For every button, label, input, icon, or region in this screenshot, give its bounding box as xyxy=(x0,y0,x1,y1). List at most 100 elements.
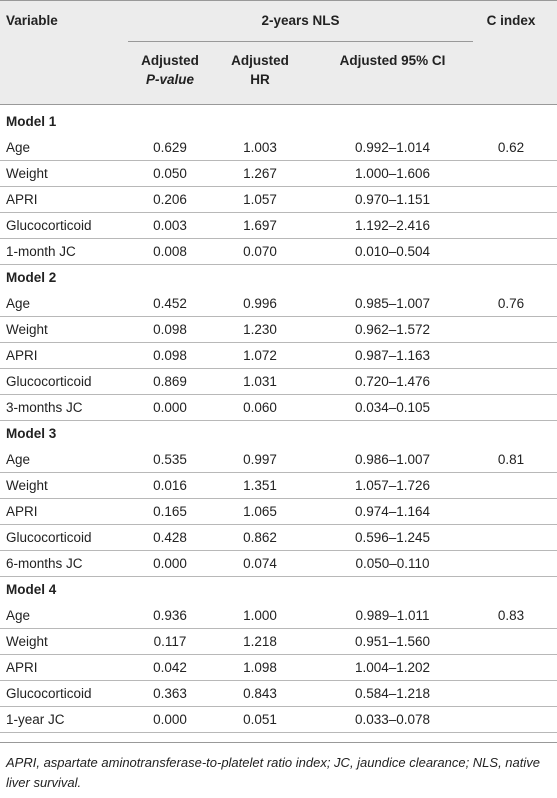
row-rule xyxy=(0,680,557,681)
cell-c-index: 0.62 xyxy=(497,140,525,155)
model-label: Model 2 xyxy=(6,270,57,285)
cell-ci: 0.050–0.110 xyxy=(355,556,430,571)
cell-variable: Age xyxy=(6,608,31,623)
cell-hr: 1.072 xyxy=(243,348,277,363)
cell-variable: APRI xyxy=(6,504,38,519)
row-rule xyxy=(0,420,557,421)
cell-p-value: 0.000 xyxy=(153,556,187,571)
cell-p-value: 0.016 xyxy=(153,478,187,493)
row-rule xyxy=(0,212,557,213)
row-rule xyxy=(0,550,557,551)
cell-p-value: 0.363 xyxy=(153,686,187,701)
row-rule xyxy=(0,342,557,343)
top-rule xyxy=(0,0,557,1)
cell-hr: 0.070 xyxy=(243,244,277,259)
bottom-rule xyxy=(0,742,557,743)
cell-p-value: 0.428 xyxy=(153,530,187,545)
row-rule xyxy=(0,394,557,395)
header-nls-group: 2-years NLS xyxy=(261,13,340,28)
cell-hr: 1.065 xyxy=(243,504,277,519)
cell-variable: APRI xyxy=(6,660,38,675)
cell-ci: 0.584–1.218 xyxy=(354,686,431,701)
cell-variable: Weight xyxy=(6,322,48,337)
header-c-index: C index xyxy=(486,13,536,28)
model-label: Model 3 xyxy=(6,426,57,441)
header-hr-line1: Adjusted xyxy=(231,53,289,68)
row-rule xyxy=(0,316,557,317)
cell-hr: 0.074 xyxy=(243,556,277,571)
row-rule xyxy=(0,186,557,187)
cell-hr: 1.098 xyxy=(243,660,277,675)
cell-p-value: 0.098 xyxy=(153,322,187,337)
cell-ci: 0.033–0.078 xyxy=(354,712,431,727)
footnote: APRI, aspartate aminotransferase-to-plat… xyxy=(6,755,540,790)
cell-hr: 0.843 xyxy=(243,686,277,701)
cell-variable: Weight xyxy=(6,634,48,649)
row-rule xyxy=(0,576,557,577)
cell-variable: Age xyxy=(6,452,31,467)
cell-ci: 0.010–0.504 xyxy=(354,244,431,259)
cell-variable: Glucocorticoid xyxy=(6,530,92,545)
cell-variable: Age xyxy=(6,140,31,155)
cell-p-value: 0.452 xyxy=(153,296,187,311)
cell-variable: Weight xyxy=(6,478,48,493)
row-rule xyxy=(0,498,557,499)
cell-variable: 6-months JC xyxy=(6,556,83,571)
cell-p-value: 0.869 xyxy=(153,374,187,389)
cell-ci: 1.192–2.416 xyxy=(354,218,431,233)
cell-hr: 1.267 xyxy=(243,166,277,181)
cell-p-value: 0.008 xyxy=(153,244,187,259)
cell-hr: 1.218 xyxy=(243,634,277,649)
header-hr-line2: HR xyxy=(250,72,270,87)
header-ci: Adjusted 95% CI xyxy=(339,53,446,68)
cell-ci: 0.962–1.572 xyxy=(354,322,431,337)
cell-ci: 0.720–1.476 xyxy=(354,374,431,389)
model-label: Model 4 xyxy=(6,582,57,597)
row-rule xyxy=(0,628,557,629)
header-bottom-rule xyxy=(0,104,557,105)
model-label: Model 1 xyxy=(6,114,57,129)
cell-c-index: 0.81 xyxy=(497,452,525,467)
cell-ci: 0.034–0.105 xyxy=(354,400,431,415)
cell-ci: 0.987–1.163 xyxy=(354,348,431,363)
cell-ci: 1.004–1.202 xyxy=(354,660,431,675)
header-subrule xyxy=(128,41,473,42)
cell-hr: 1.697 xyxy=(243,218,277,233)
cell-ci: 0.974–1.164 xyxy=(354,504,431,519)
cell-p-value: 0.003 xyxy=(153,218,187,233)
cell-hr: 1.057 xyxy=(243,192,277,207)
row-rule xyxy=(0,472,557,473)
cell-variable: Glucocorticoid xyxy=(6,374,92,389)
cell-ci: 0.951–1.560 xyxy=(354,634,431,649)
row-rule xyxy=(0,264,557,265)
cell-p-value: 0.098 xyxy=(153,348,187,363)
cell-ci: 0.986–1.007 xyxy=(354,452,431,467)
header-p-line2: P-value xyxy=(120,71,220,88)
row-rule xyxy=(0,238,557,239)
cell-variable: Glucocorticoid xyxy=(6,218,92,233)
cell-hr: 0.997 xyxy=(243,452,277,467)
cell-hr: 1.230 xyxy=(243,322,277,337)
cell-p-value: 0.629 xyxy=(153,140,187,155)
row-rule xyxy=(0,732,557,733)
cell-p-value: 0.936 xyxy=(153,608,187,623)
cell-variable: Weight xyxy=(6,166,48,181)
cell-c-index: 0.76 xyxy=(497,296,525,311)
cell-p-value: 0.117 xyxy=(153,634,187,649)
row-rule xyxy=(0,706,557,707)
cell-p-value: 0.000 xyxy=(153,400,187,415)
cell-c-index: 0.83 xyxy=(497,608,525,623)
cell-variable: 3-months JC xyxy=(6,400,83,415)
cell-variable: APRI xyxy=(6,348,38,363)
cell-variable: 1-month JC xyxy=(6,244,76,259)
cell-p-value: 0.206 xyxy=(153,192,187,207)
cell-ci: 0.985–1.007 xyxy=(354,296,431,311)
row-rule xyxy=(0,368,557,369)
cell-variable: APRI xyxy=(6,192,38,207)
row-rule xyxy=(0,654,557,655)
cell-hr: 0.060 xyxy=(243,400,277,415)
cell-variable: Age xyxy=(6,296,31,311)
cell-ci: 1.000–1.606 xyxy=(354,166,431,181)
row-rule xyxy=(0,160,557,161)
cell-ci: 0.970–1.151 xyxy=(354,192,431,207)
